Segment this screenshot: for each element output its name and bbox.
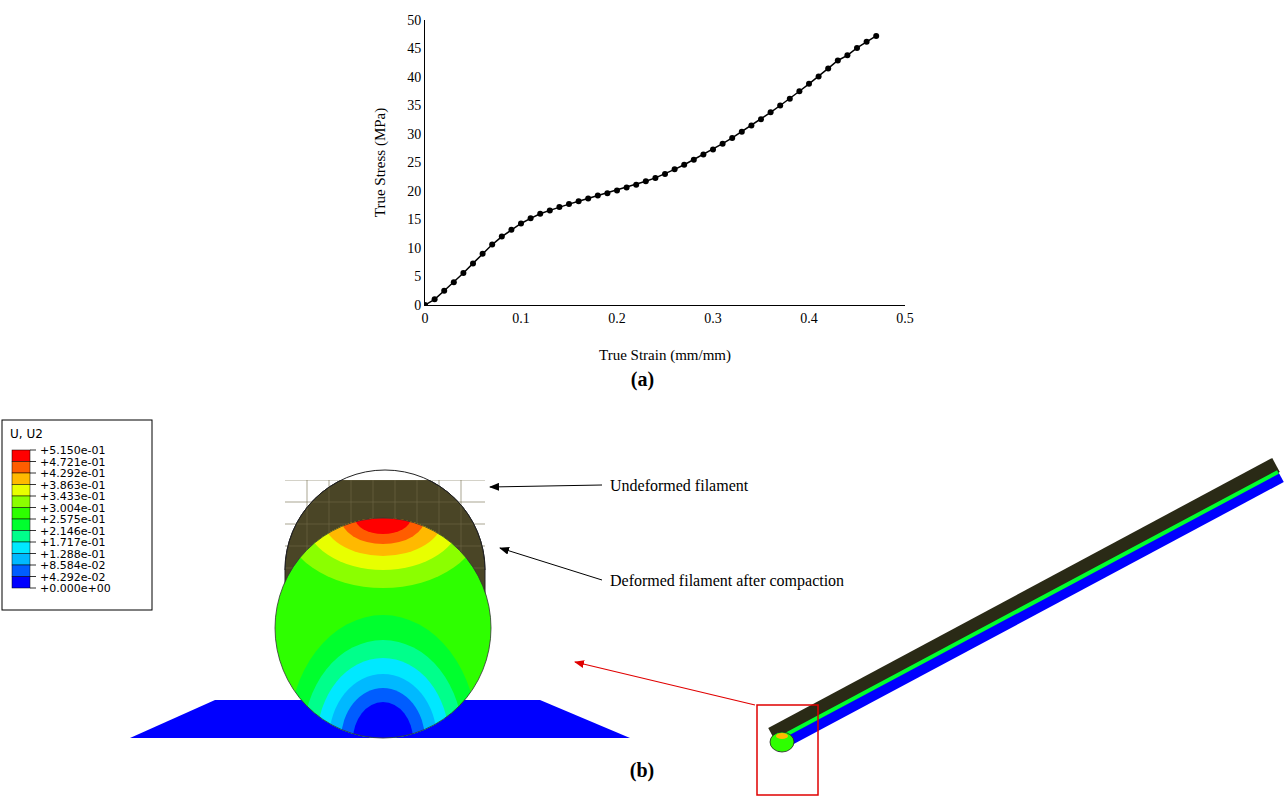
svg-text:True Strain (mm/mm): True Strain (mm/mm) — [599, 347, 731, 364]
svg-text:0.5: 0.5 — [896, 311, 914, 326]
svg-text:+1.717e-01: +1.717e-01 — [40, 536, 106, 549]
svg-text:30: 30 — [407, 127, 421, 142]
svg-text:U, U2: U, U2 — [10, 427, 43, 441]
svg-text:+3.433e-01: +3.433e-01 — [40, 490, 106, 503]
svg-text:15: 15 — [407, 212, 421, 227]
svg-text:50: 50 — [407, 13, 421, 28]
svg-text:+0.000e+00: +0.000e+00 — [40, 582, 111, 595]
svg-text:0.3: 0.3 — [704, 311, 722, 326]
svg-text:+1.288e-01: +1.288e-01 — [40, 547, 106, 561]
svg-text:+2.575e-01: +2.575e-01 — [40, 513, 106, 526]
svg-text:45: 45 — [407, 41, 421, 56]
svg-text:+2.146e-01: +2.146e-01 — [40, 524, 106, 538]
svg-text:+3.004e-01: +3.004e-01 — [40, 501, 106, 515]
svg-text:+3.863e-01: +3.863e-01 — [40, 478, 106, 492]
svg-text:20: 20 — [407, 184, 421, 199]
svg-text:Deformed filament after compac: Deformed filament after compaction — [610, 572, 844, 590]
svg-text:(b): (b) — [630, 759, 654, 782]
svg-text:+8.584e-02: +8.584e-02 — [40, 559, 106, 572]
svg-text:+4.292e-01: +4.292e-01 — [40, 467, 106, 480]
svg-text:+5.150e-01: +5.150e-01 — [40, 444, 106, 457]
svg-text:0.1: 0.1 — [512, 311, 530, 326]
svg-text:5: 5 — [414, 269, 421, 284]
svg-text:+4.292e-02: +4.292e-02 — [40, 570, 106, 584]
svg-text:10: 10 — [407, 241, 421, 256]
svg-text:40: 40 — [407, 70, 421, 85]
svg-text:0: 0 — [414, 298, 421, 313]
svg-text:+4.721e-01: +4.721e-01 — [40, 455, 106, 469]
svg-text:True Stress (MPa): True Stress (MPa) — [372, 108, 389, 217]
svg-text:0.2: 0.2 — [608, 311, 626, 326]
html-text:(a): (a) — [630, 368, 655, 390]
svg-text:Undeformed filament: Undeformed filament — [610, 477, 749, 494]
svg-text:35: 35 — [407, 98, 421, 113]
svg-text:0.4: 0.4 — [800, 311, 818, 326]
svg-text:25: 25 — [407, 155, 421, 170]
svg-text:0: 0 — [422, 311, 429, 326]
